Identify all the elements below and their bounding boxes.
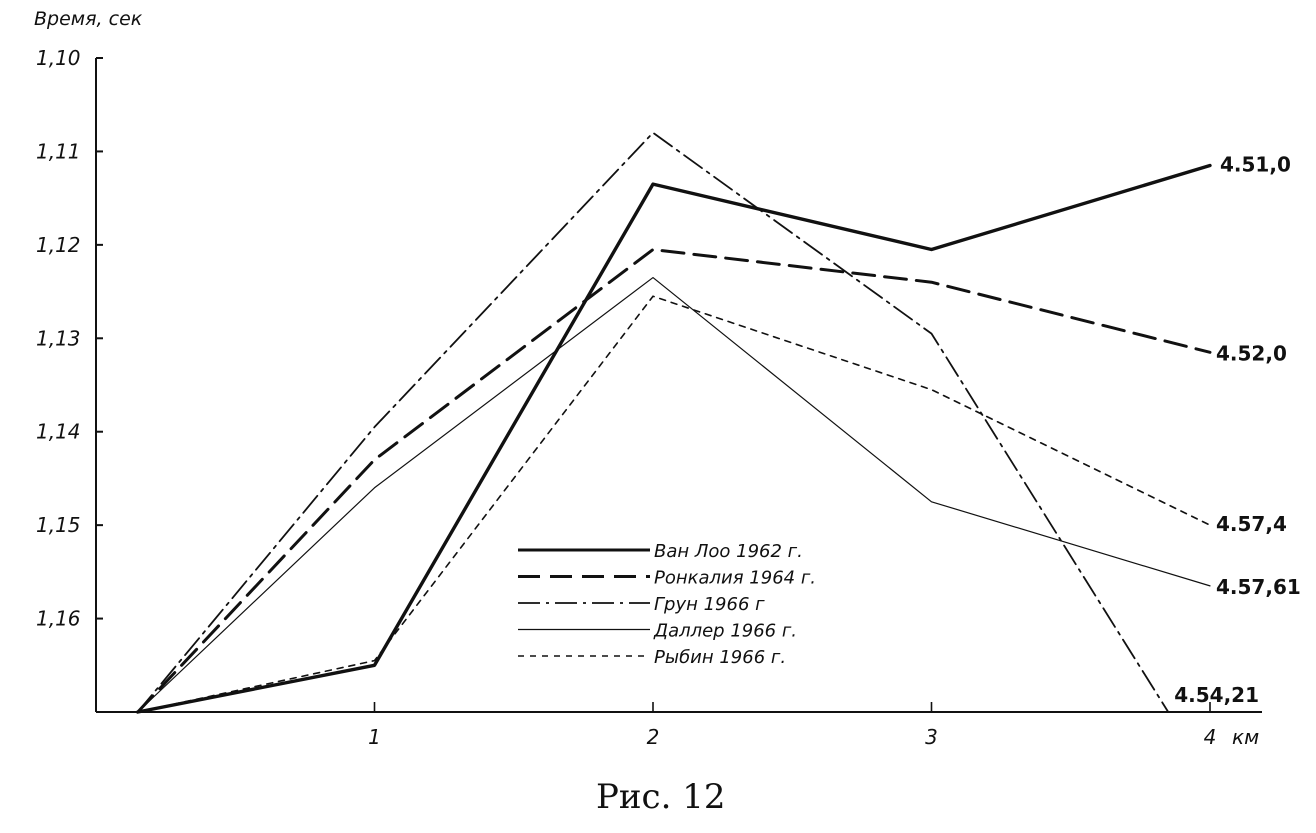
series-line-4: [137, 276, 1211, 713]
legend-label-1: Ван Лоо 1962 г.: [654, 541, 803, 562]
legend-label-4: Даллер 1966 г.: [653, 621, 797, 642]
y-tick-label: 1,11: [36, 139, 81, 163]
series-end-label-3: 4.54,21: [1174, 683, 1259, 707]
series-layer: [136, 131, 1212, 714]
y-tick-label: 1,13: [36, 326, 81, 350]
series-line-2: [136, 248, 1212, 714]
legend-label-2: Ронкалия 1964 г.: [654, 568, 816, 589]
legend: Ван Лоо 1962 г. Ронкалия 1964 г. Грун 1966…: [518, 541, 816, 668]
axes: 1,10 1,11 1,12 1,13 1,14 1,15 1,16 1 2 3 4 км: [36, 46, 1262, 749]
figure-caption: Рис. 12: [596, 777, 725, 817]
y-tick-label: 1,10: [36, 46, 81, 70]
y-axis-title: Время, сек: [34, 8, 143, 30]
x-tick-label: 2: [647, 725, 660, 749]
series-line-3: [136, 131, 1170, 713]
y-tick-label: 1,14: [36, 420, 81, 444]
y-tick-label: 1,16: [36, 607, 81, 631]
x-axis-unit: км: [1232, 725, 1259, 749]
end-labels: 4.51,0 4.52,0 4.54,21 4.57,61 4.57,4: [1174, 152, 1301, 707]
x-tick-label: 1: [368, 725, 381, 749]
series-end-label-4: 4.57,61: [1216, 575, 1301, 599]
x-tick-label: 4: [1204, 725, 1217, 749]
y-tick-label: 1,15: [36, 513, 81, 537]
series-end-label-1: 4.51,0: [1220, 152, 1291, 176]
series-end-label-2: 4.52,0: [1216, 341, 1287, 365]
y-tick-label: 1,12: [36, 233, 81, 257]
series-line-5: [136, 295, 1211, 713]
series-line-1: [136, 163, 1212, 714]
legend-label-3: Грун 1966 г: [654, 594, 765, 615]
x-tick-label: 3: [925, 725, 938, 749]
legend-label-5: Рыбин 1966 г.: [654, 647, 786, 668]
series-end-label-5: 4.57,4: [1216, 512, 1287, 536]
